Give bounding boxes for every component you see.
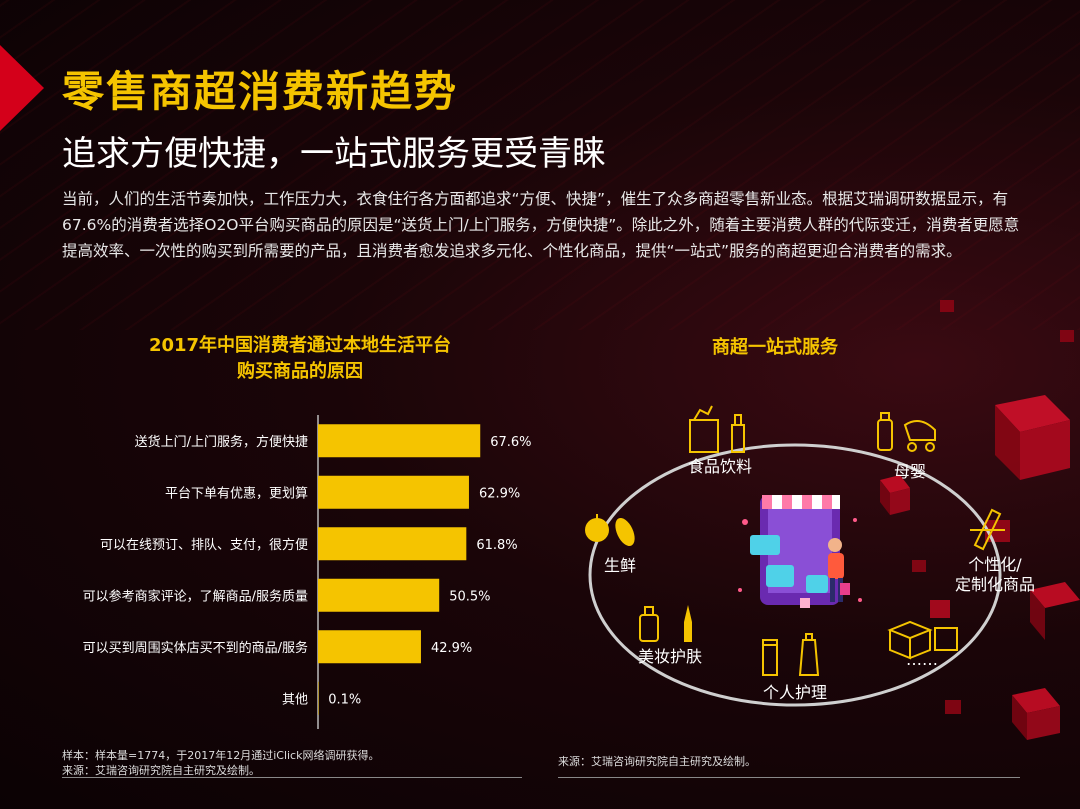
category-label: 可以在线预订、排队、支付，很方便 — [100, 537, 308, 553]
apple-icon — [585, 514, 609, 542]
service-label: 母婴 — [894, 462, 927, 481]
perfume-icon — [639, 606, 659, 642]
value-label: 67.6% — [490, 435, 531, 450]
category-label: 平台下单有优惠，更划算 — [165, 486, 308, 501]
lotion-icon — [762, 633, 820, 676]
eggplant-icon — [615, 517, 635, 547]
service-label: 生鲜 — [604, 556, 637, 575]
right-source-note: 来源：艾瑞咨询研究院自主研究及绘制。 — [558, 755, 756, 768]
category-label: 其他 — [282, 692, 308, 707]
service-label: 食品饮料 — [688, 457, 753, 476]
value-label: 50.5% — [449, 589, 490, 604]
chart-title-line2: 购买商品的原因 — [237, 361, 363, 382]
value-label: 0.1% — [328, 692, 361, 707]
service-label: 个人护理 — [763, 683, 828, 702]
right-divider — [558, 777, 1020, 778]
title-red-triangle — [0, 45, 44, 131]
category-label: 送货上门/上门服务，方便快捷 — [135, 434, 308, 450]
bar — [318, 527, 467, 561]
left-source-note: 来源：艾瑞咨询研究院自主研究及绘制。 — [62, 764, 260, 777]
sample-note: 样本：样本量=1774，于2017年12月通过iClick网络调研获得。 — [62, 749, 380, 762]
page-title: 零售商超消费新趋势 — [62, 67, 459, 116]
service-label: …… — [906, 650, 938, 669]
stroller-icon — [903, 420, 936, 452]
baby-bottle-icon — [877, 412, 893, 451]
pencil-icon — [970, 508, 1005, 551]
boxes-icon — [887, 620, 958, 660]
chart-title: 2017年中国消费者通过本地生活平台 购买商品的原因 — [70, 333, 530, 385]
bar — [318, 630, 421, 664]
left-divider — [62, 777, 522, 778]
services-title: 商超一站式服务 — [712, 337, 838, 358]
bar — [318, 578, 440, 612]
page-subtitle: 追求方便快捷，一站式服务更受青睐 — [62, 134, 606, 174]
value-label: 62.9% — [479, 486, 520, 501]
bar — [318, 424, 481, 458]
bar — [318, 475, 469, 509]
lipstick-icon — [684, 605, 692, 642]
bar — [318, 681, 319, 715]
chart-title-line1: 2017年中国消费者通过本地生活平台 — [148, 335, 452, 356]
service-label: 个性化/ 定制化商品 — [955, 555, 1036, 594]
grocery-bag-icon — [689, 405, 745, 453]
shop-phone-icon — [738, 495, 862, 608]
services-ellipse — [588, 443, 1002, 707]
category-label: 可以参考商家评论，了解商品/服务质量 — [83, 588, 308, 604]
category-label: 可以买到周围实体店买不到的商品/服务 — [83, 640, 308, 656]
value-label: 42.9% — [431, 641, 472, 656]
service-label: 美妆护肤 — [638, 647, 703, 666]
value-label: 61.8% — [476, 538, 517, 553]
intro-paragraph: 当前，人们的生活节奏加快，工作压力大，衣食住行各方面都追求“方便、快捷”，催生了… — [62, 190, 1020, 260]
